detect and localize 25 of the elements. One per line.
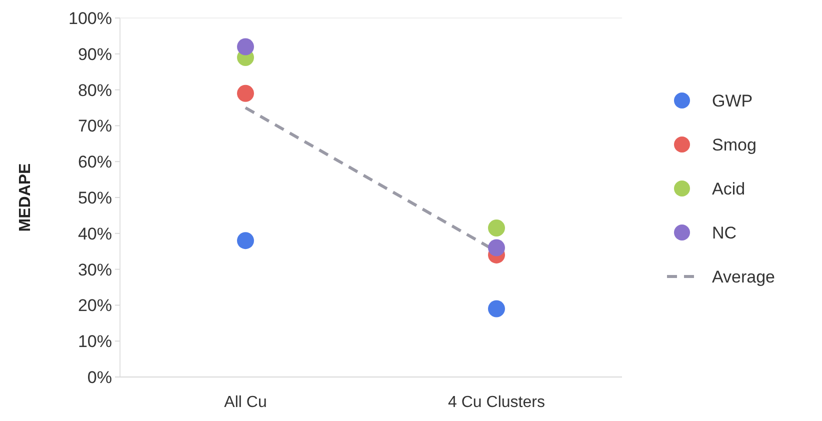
y-tick-label: 60% [78, 152, 112, 172]
point [488, 220, 505, 237]
x-tick-label: 4 Cu Clusters [448, 394, 545, 411]
legend-label: Acid [712, 179, 746, 198]
y-tick-label: 70% [78, 116, 112, 136]
y-tick-label: 40% [78, 224, 112, 244]
point [237, 232, 254, 250]
point [488, 300, 505, 318]
legend-label: Average [712, 267, 776, 286]
y-axis-title: MEDAPE [17, 162, 34, 232]
legend-label: GWP [712, 91, 753, 110]
y-tick-label: 0% [87, 368, 112, 387]
y-tick-label: 100% [68, 8, 112, 28]
y-tick-label: 80% [78, 80, 112, 100]
x-tick-label: All Cu [224, 394, 267, 411]
point [488, 239, 505, 256]
legend-label: NC [712, 223, 737, 242]
y-tick-label: 90% [78, 44, 112, 64]
y-tick-label: 10% [78, 332, 112, 352]
y-tick-label: 50% [78, 188, 112, 208]
y-tick-label: 20% [78, 296, 112, 316]
point [237, 38, 254, 56]
point [237, 84, 254, 102]
legend-label: Smog [712, 135, 756, 154]
y-tick-label: 30% [78, 260, 112, 280]
